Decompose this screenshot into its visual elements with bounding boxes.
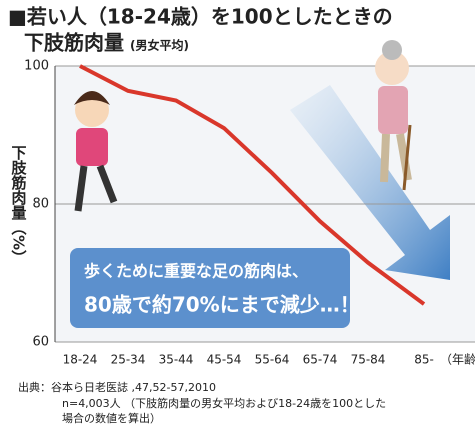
source-line: n=4,003人 （下肢筋肉量の男女平均および18-24歳を100とした [62,396,386,410]
elder-hair [382,40,402,60]
x-axis-label: （年齢） [440,352,475,367]
x-tick-label: 45-54 [207,353,242,367]
chart-subtitle-note: (男女平均) [130,38,189,53]
annotation: 歩くために重要な足の筋肉は、 [84,262,308,281]
x-tick-label: 18-24 [63,353,98,367]
child-body [76,128,108,166]
chart-subtitle: 下肢筋肉量 [24,31,124,55]
elder-body [378,86,408,134]
source-line: 場合の数値を算出） [62,411,161,425]
y-axis-label: 下肢筋肉量（%） [10,145,28,265]
annotation: 80歳で約70%にまで減少…！ [84,293,360,317]
source-line: 出典：谷本ら日老医誌 ,47,52-57,2010 [18,380,216,394]
x-tick-label: 25-34 [111,353,146,367]
y-tick-label: 100 [24,59,49,74]
chart-title: ■若い人（18-24歳）を100としたときの [8,5,393,29]
x-tick-label: 65-74 [303,353,338,367]
x-tick-label: 35-44 [159,353,194,367]
y-tick-label: 80 [32,197,49,212]
callout: 歩くために重要な足の筋肉は、 80歳で約70%にまで減少…！ [70,248,360,328]
chart: ■若い人（18-24歳）を100としたときの 下肢筋肉量 (男女平均) 下肢筋肉… [0,0,475,429]
x-tick-label: 55-64 [255,353,290,367]
y-tick-label: 60 [32,335,49,350]
x-tick-label: 85- [414,353,434,367]
x-tick-label: 75-84 [351,353,386,367]
